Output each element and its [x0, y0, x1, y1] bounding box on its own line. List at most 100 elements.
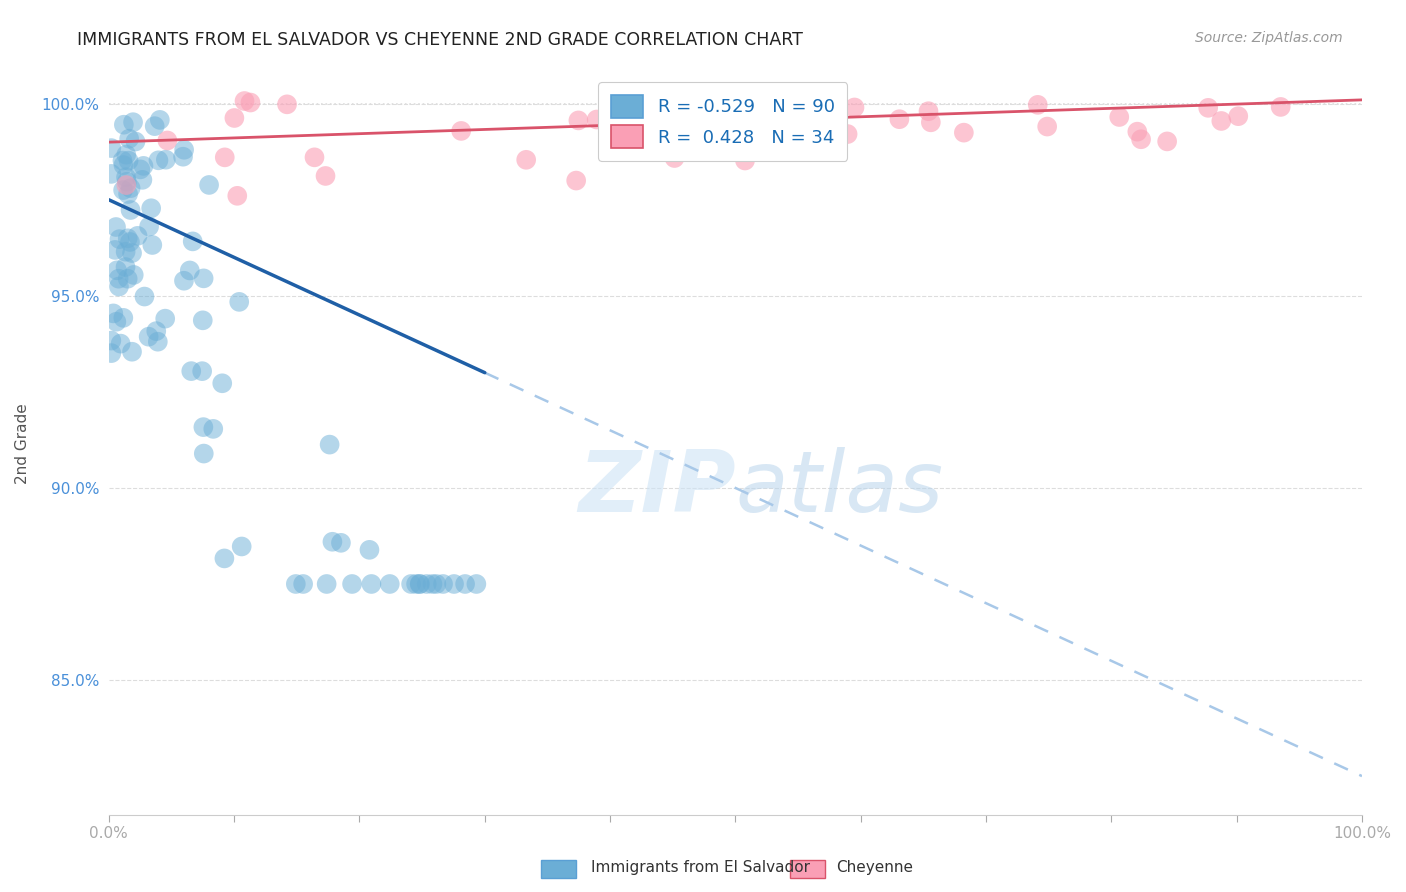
Point [120, 202, 142, 217]
Point [276, 97, 298, 112]
Point [409, 577, 432, 591]
Point [193, 420, 215, 434]
Point [105, 263, 128, 277]
Y-axis label: 2nd Grade: 2nd Grade [15, 403, 30, 484]
Point [121, 344, 143, 359]
Point [315, 169, 337, 183]
Point [567, 113, 589, 128]
Point [138, 329, 160, 343]
Point [202, 422, 225, 436]
Point [115, 175, 138, 189]
Point [405, 577, 427, 591]
Point [118, 131, 141, 145]
Point [112, 118, 135, 132]
Point [100, 141, 122, 155]
Point [155, 153, 177, 167]
Point [121, 246, 143, 260]
Point [321, 534, 343, 549]
Point [360, 577, 382, 591]
Point [1026, 98, 1049, 112]
Point [422, 577, 444, 591]
Text: Cheyenne: Cheyenne [837, 861, 914, 875]
Text: Immigrants from El Salvador: Immigrants from El Salvador [591, 861, 810, 875]
Point [111, 153, 134, 168]
Point [378, 577, 401, 591]
Point [191, 313, 214, 327]
Point [118, 235, 141, 249]
Point [117, 186, 139, 201]
Point [100, 334, 122, 348]
Point [1156, 135, 1178, 149]
Point [233, 94, 256, 108]
Point [844, 100, 866, 114]
Point [112, 158, 135, 172]
Point [138, 219, 160, 234]
Point [141, 238, 163, 252]
Point [1227, 109, 1250, 123]
Point [124, 135, 146, 149]
Point [134, 289, 156, 303]
Point [115, 170, 138, 185]
Point [132, 159, 155, 173]
Point [120, 181, 142, 195]
Point [409, 577, 432, 591]
Point [173, 274, 195, 288]
Point [734, 105, 756, 120]
Point [181, 235, 204, 249]
Point [340, 577, 363, 591]
Point [359, 542, 381, 557]
Point [112, 183, 135, 197]
Point [108, 232, 131, 246]
Point [114, 260, 136, 274]
Point [1108, 110, 1130, 124]
Point [565, 173, 588, 187]
Point [107, 271, 129, 285]
Point [443, 577, 465, 591]
Point [329, 536, 352, 550]
Point [146, 334, 169, 349]
Point [172, 150, 194, 164]
Point [416, 577, 439, 591]
Point [145, 324, 167, 338]
Point [214, 150, 236, 164]
Point [122, 268, 145, 282]
Point [226, 189, 249, 203]
Point [664, 151, 686, 165]
Point [117, 271, 139, 285]
Point [425, 577, 447, 591]
Point [105, 219, 128, 234]
Point [114, 244, 136, 259]
Point [131, 173, 153, 187]
Point [465, 577, 488, 591]
Point [1126, 125, 1149, 139]
Point [585, 112, 607, 127]
Text: ZIP: ZIP [578, 447, 735, 530]
Point [1036, 120, 1059, 134]
Point [115, 147, 138, 161]
Point [399, 577, 422, 591]
Point [454, 577, 477, 591]
Point [193, 271, 215, 285]
Point [156, 133, 179, 147]
Point [117, 231, 139, 245]
Point [149, 112, 172, 127]
Point [515, 153, 537, 167]
Point [284, 577, 307, 591]
Point [155, 311, 177, 326]
Point [117, 153, 139, 168]
Point [105, 315, 128, 329]
Point [1197, 101, 1219, 115]
Point [1211, 114, 1233, 128]
Point [141, 201, 163, 215]
Point [304, 150, 326, 164]
Point [292, 577, 315, 591]
Point [112, 310, 135, 325]
Point [193, 446, 215, 460]
Legend: R = -0.529   N = 90, R =  0.428   N = 34: R = -0.529 N = 90, R = 0.428 N = 34 [599, 82, 848, 161]
Point [143, 119, 166, 133]
Point [837, 127, 859, 141]
Point [103, 306, 125, 320]
Point [953, 126, 976, 140]
Point [115, 178, 138, 193]
Point [110, 336, 132, 351]
